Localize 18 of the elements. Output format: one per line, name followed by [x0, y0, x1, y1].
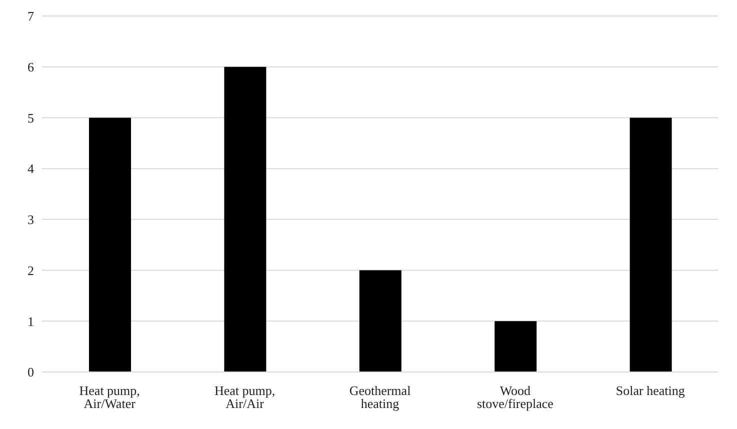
y-tick-label: 7 — [28, 8, 34, 24]
x-tick-label: Geothermal heating — [349, 383, 412, 412]
bar — [224, 66, 266, 372]
y-tick-label: 2 — [28, 262, 34, 278]
y-tick-label: 5 — [28, 110, 34, 126]
y-tick-label: 1 — [28, 314, 34, 329]
x-tick-label: Wood stove/fireplace — [476, 383, 554, 412]
x-tick-label: Heat pump, Air/Air — [214, 383, 276, 412]
bar — [494, 321, 537, 372]
y-tick-label: 0 — [28, 364, 34, 380]
bar — [89, 118, 131, 372]
y-tick-label: 3 — [28, 212, 34, 228]
x-tick-label: Solar heating — [616, 383, 686, 398]
y-tick-label: 6 — [28, 59, 34, 74]
bar — [630, 118, 672, 372]
bar — [359, 270, 402, 372]
y-tick-label: 4 — [28, 161, 34, 176]
x-tick-label: Heat pump, Air/Water — [79, 383, 140, 412]
